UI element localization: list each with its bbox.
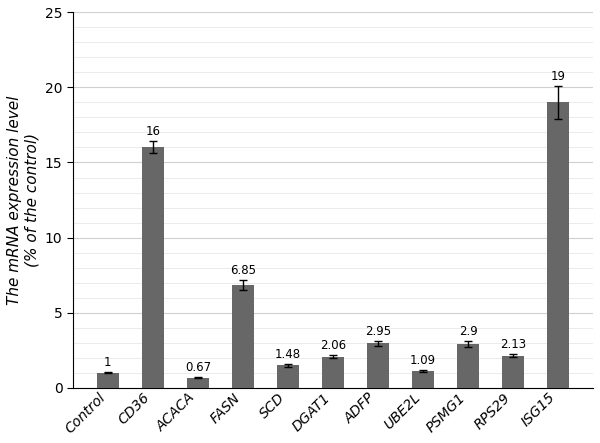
Text: 19: 19 <box>551 70 566 83</box>
Bar <box>502 356 524 388</box>
Bar <box>277 365 299 388</box>
Text: 1.48: 1.48 <box>275 348 301 361</box>
Bar <box>367 343 389 388</box>
Bar <box>142 148 164 388</box>
Text: 1: 1 <box>104 356 112 369</box>
Text: 6.85: 6.85 <box>230 264 256 276</box>
Bar <box>232 285 254 388</box>
Text: 16: 16 <box>145 125 160 139</box>
Bar <box>322 357 344 388</box>
Bar <box>547 102 569 388</box>
Text: 2.13: 2.13 <box>500 338 526 351</box>
Y-axis label: The mRNA expression level
(% of the control): The mRNA expression level (% of the cont… <box>7 95 40 305</box>
Bar <box>187 377 209 388</box>
Bar <box>457 344 479 388</box>
Bar <box>97 373 119 388</box>
Text: 0.67: 0.67 <box>185 361 211 374</box>
Text: 2.95: 2.95 <box>365 325 391 338</box>
Text: 1.09: 1.09 <box>410 354 436 367</box>
Bar <box>412 371 434 388</box>
Text: 2.9: 2.9 <box>459 325 478 338</box>
Text: 2.06: 2.06 <box>320 339 346 352</box>
